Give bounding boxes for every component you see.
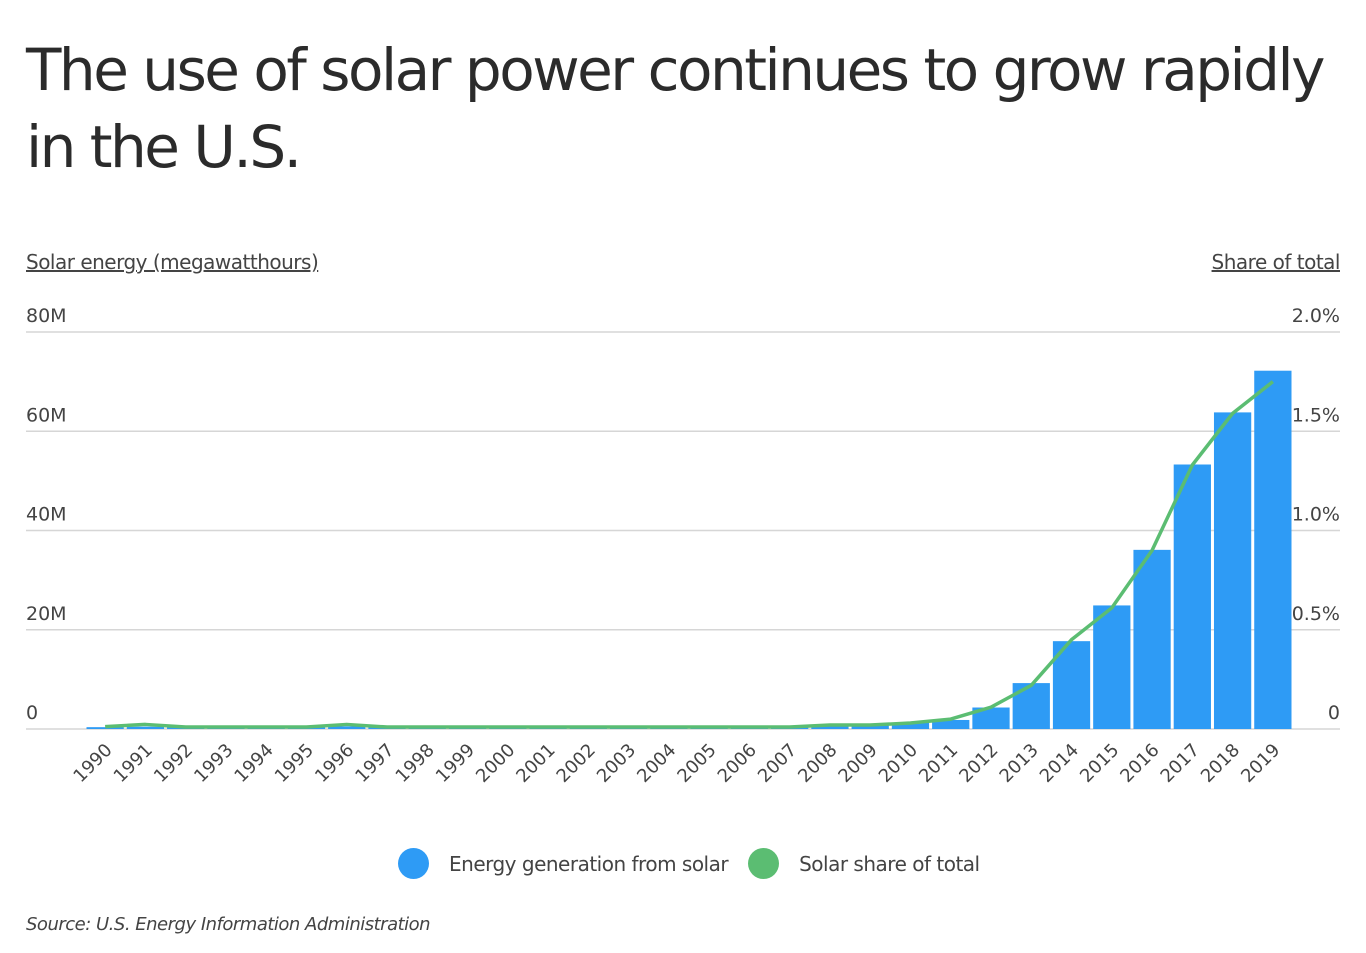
x-tick-label: 2012 — [955, 740, 1002, 787]
x-tick-label: 2009 — [834, 740, 881, 787]
x-tick-label: 2018 — [1197, 740, 1244, 787]
x-tick-label: 2000 — [472, 740, 519, 787]
y2-tick-label: 0.5% — [1292, 603, 1340, 625]
bar — [1012, 683, 1050, 729]
x-tick-label: 2016 — [1116, 740, 1163, 787]
bar — [1254, 370, 1292, 729]
legend-bar-swatch — [398, 848, 429, 879]
x-tick-label: 1997 — [351, 740, 398, 787]
x-tick-label: 1998 — [392, 740, 439, 787]
x-tick-label: 2001 — [512, 740, 559, 787]
bar — [891, 722, 930, 729]
y2-tick-label: 0 — [1328, 702, 1340, 724]
bar — [1213, 412, 1252, 729]
bar — [851, 724, 889, 729]
y2-tick-label: 2.0% — [1292, 305, 1340, 327]
x-tick-label: 1996 — [311, 740, 358, 787]
bar — [932, 719, 970, 729]
x-tick-label: 1993 — [190, 740, 237, 787]
x-tick-label: 2003 — [593, 740, 640, 787]
x-tick-label: 2011 — [915, 740, 962, 787]
x-tick-label: 2014 — [1036, 740, 1083, 787]
y2-tick-label: 1.5% — [1292, 404, 1340, 426]
bar — [328, 726, 366, 729]
x-tick-label: 2007 — [754, 740, 801, 787]
legend-line-label: Solar share of total — [799, 851, 980, 876]
y-tick-label: 80M — [26, 305, 67, 327]
y2-tick-label: 1.0% — [1292, 504, 1340, 526]
y-tick-label: 40M — [26, 504, 67, 526]
y-tick-label: 20M — [26, 603, 67, 625]
source-note: Source: U.S. Energy Information Administ… — [26, 914, 431, 935]
x-tick-label: 1992 — [150, 740, 197, 787]
x-tick-label: 2019 — [1237, 740, 1284, 787]
x-tick-label: 1994 — [230, 740, 277, 787]
x-tick-label: 2015 — [1076, 740, 1123, 787]
x-tick-label: 1990 — [69, 740, 116, 787]
x-tick-label: 1991 — [110, 740, 157, 787]
legend-line-swatch — [748, 848, 780, 879]
share-line — [105, 380, 1274, 729]
legend: Energy generation from solar Solar share… — [398, 848, 980, 879]
x-tick-label: 2006 — [714, 740, 761, 787]
legend-bar-label: Energy generation from solar — [449, 851, 729, 876]
y2-axis-title: Share of total — [1211, 250, 1341, 274]
bar — [126, 726, 165, 729]
bar — [1093, 605, 1131, 729]
chart-title: The use of solar power continues to grow… — [26, 36, 1325, 181]
x-tick-label: 2008 — [794, 740, 841, 787]
x-tick-label: 1999 — [432, 740, 479, 787]
y-axis-title: Solar energy (megawatthours) — [26, 250, 319, 274]
x-tick-label: 2013 — [996, 740, 1043, 787]
bar — [86, 727, 124, 729]
bar — [972, 707, 1010, 729]
bar — [811, 724, 849, 729]
x-tick-label: 2005 — [673, 740, 720, 787]
y-tick-label: 0 — [26, 702, 38, 724]
bar — [1133, 549, 1171, 729]
bar — [1173, 464, 1211, 729]
x-tick-label: 2004 — [633, 740, 680, 787]
x-tick-label: 2002 — [553, 740, 600, 787]
x-tick-label: 2010 — [875, 740, 922, 787]
x-tick-label: 2017 — [1157, 740, 1204, 787]
x-tick-label: 1995 — [271, 740, 318, 787]
y-tick-label: 60M — [26, 404, 67, 426]
